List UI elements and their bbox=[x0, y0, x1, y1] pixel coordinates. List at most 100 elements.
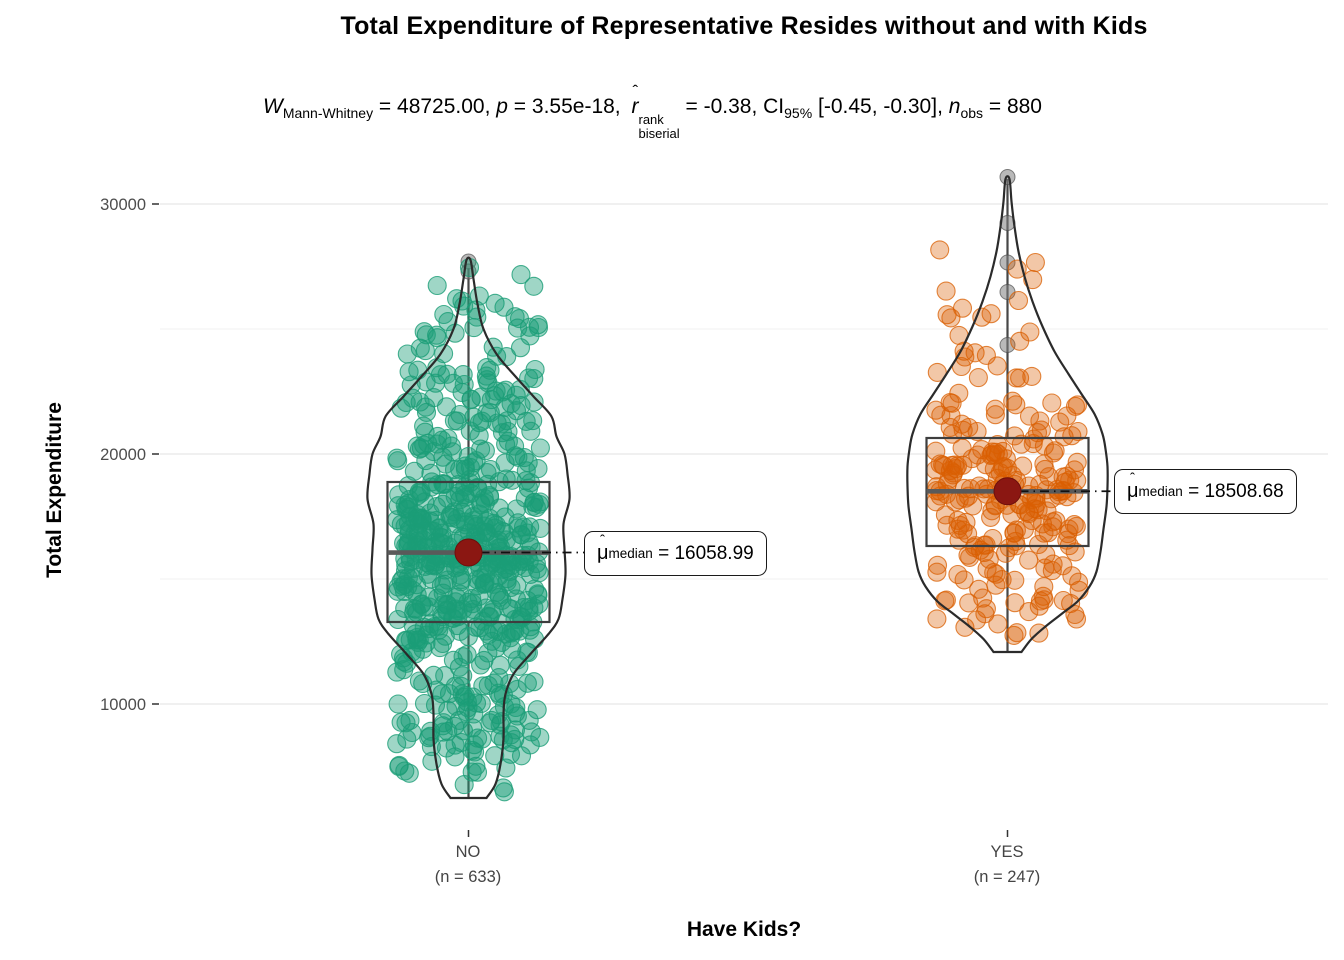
hat-accent-icon: ˆ bbox=[1130, 470, 1135, 487]
data-point bbox=[399, 362, 419, 382]
data-point bbox=[421, 463, 441, 483]
chart-subtitle: WMann-Whitney = 48725.00, p = 3.55e-18, … bbox=[0, 82, 1305, 141]
data-point bbox=[445, 747, 465, 767]
data-point bbox=[945, 455, 965, 475]
data-point bbox=[400, 630, 420, 650]
y-tick-label: 10000 bbox=[100, 696, 146, 714]
data-point bbox=[424, 521, 444, 541]
data-point bbox=[943, 463, 963, 483]
y-tick-label: 30000 bbox=[100, 196, 146, 214]
data-point bbox=[936, 590, 956, 610]
y-tick-label: 20000 bbox=[100, 446, 146, 464]
data-point bbox=[530, 438, 550, 458]
data-point bbox=[1007, 623, 1027, 643]
equals-sign: = bbox=[652, 542, 675, 564]
data-point bbox=[516, 411, 536, 431]
data-point bbox=[1034, 577, 1054, 597]
data-point bbox=[485, 746, 505, 766]
data-point bbox=[948, 564, 968, 585]
data-point bbox=[948, 519, 968, 539]
data-point bbox=[396, 499, 416, 519]
data-point bbox=[937, 305, 957, 325]
data-point bbox=[516, 471, 536, 491]
subtitle-segment: p bbox=[496, 95, 508, 118]
data-point bbox=[1065, 604, 1085, 625]
data-point bbox=[517, 673, 537, 693]
data-point bbox=[999, 538, 1019, 558]
data-point bbox=[466, 693, 487, 713]
data-point bbox=[981, 507, 1001, 527]
data-point bbox=[490, 655, 510, 675]
data-point bbox=[496, 469, 516, 489]
data-point bbox=[420, 511, 440, 531]
data-point bbox=[934, 456, 954, 476]
data-point bbox=[1033, 586, 1053, 606]
data-point bbox=[1043, 554, 1063, 574]
data-point bbox=[1006, 395, 1026, 415]
data-point bbox=[414, 322, 434, 342]
subtitle-segment: [-0.45, -0.30], bbox=[812, 95, 949, 118]
data-point bbox=[508, 447, 528, 467]
category-name: YES bbox=[990, 843, 1024, 861]
data-point bbox=[483, 574, 503, 594]
data-point bbox=[519, 551, 539, 571]
data-point bbox=[1019, 406, 1040, 426]
median-point bbox=[993, 477, 1022, 506]
data-point bbox=[416, 372, 436, 392]
data-point bbox=[1046, 511, 1066, 531]
data-point bbox=[387, 734, 407, 754]
data-point bbox=[517, 642, 537, 662]
data-point bbox=[1006, 520, 1026, 540]
data-point bbox=[976, 345, 996, 365]
data-point bbox=[941, 308, 961, 328]
category-count: (n = 247) bbox=[973, 867, 1041, 886]
data-point bbox=[528, 584, 548, 604]
data-point bbox=[1061, 593, 1081, 614]
data-point bbox=[1042, 561, 1062, 581]
subtitle-segment: = 48725.00, bbox=[373, 95, 497, 118]
data-point bbox=[968, 445, 988, 465]
mu-subscript: median bbox=[1138, 484, 1183, 499]
data-point bbox=[930, 240, 950, 260]
data-point bbox=[404, 461, 424, 481]
x-category-label-yes: YES (n = 247) bbox=[907, 840, 1107, 890]
data-point bbox=[1064, 460, 1085, 480]
data-point bbox=[959, 593, 979, 613]
data-point bbox=[974, 542, 994, 563]
data-point bbox=[419, 597, 440, 617]
subtitle-segment: biserial bbox=[638, 125, 680, 141]
data-point bbox=[395, 561, 416, 581]
data-point bbox=[505, 436, 525, 456]
data-point bbox=[1025, 252, 1045, 273]
data-point bbox=[959, 417, 979, 438]
data-point bbox=[1022, 366, 1042, 386]
data-point bbox=[511, 265, 531, 285]
x-axis-title: Have Kids? bbox=[686, 918, 802, 941]
data-point bbox=[1006, 368, 1026, 388]
equals-sign: = bbox=[1182, 480, 1205, 502]
data-point bbox=[430, 638, 450, 658]
subtitle-segment: = -0.38, CI bbox=[679, 95, 785, 118]
data-point bbox=[464, 514, 484, 534]
data-point bbox=[981, 304, 1001, 324]
data-point bbox=[955, 617, 975, 637]
data-point bbox=[434, 304, 454, 325]
data-point bbox=[415, 341, 435, 361]
subtitle-segment: obs bbox=[960, 105, 984, 122]
data-point bbox=[427, 275, 447, 296]
data-point bbox=[397, 344, 417, 364]
data-point bbox=[1002, 504, 1022, 524]
data-point bbox=[501, 577, 521, 598]
subtitle-segment: Mann-Whitney bbox=[282, 105, 374, 122]
data-point bbox=[391, 571, 411, 591]
data-point bbox=[421, 737, 441, 757]
data-point bbox=[452, 569, 472, 590]
data-point bbox=[511, 746, 532, 766]
data-point bbox=[426, 552, 446, 572]
data-point bbox=[424, 442, 444, 462]
data-point bbox=[412, 510, 432, 530]
outlier-point bbox=[999, 254, 1016, 271]
data-point bbox=[484, 673, 504, 693]
median-point bbox=[454, 538, 483, 567]
